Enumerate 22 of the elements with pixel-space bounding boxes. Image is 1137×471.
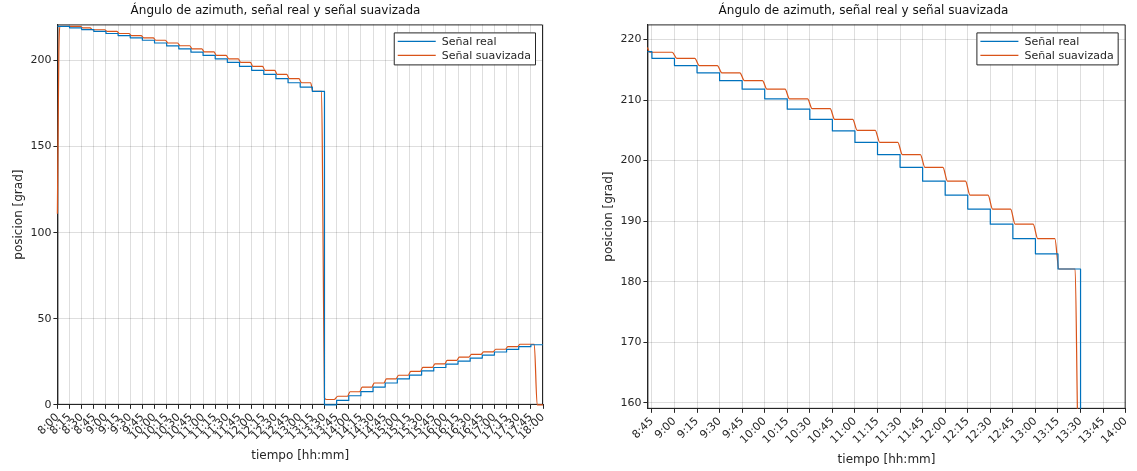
y-axis-title: posicion [grad] bbox=[11, 169, 26, 260]
y-tick-label: 200 bbox=[620, 153, 642, 167]
y-tick-label: 160 bbox=[620, 395, 642, 409]
x-axis-title: tiempo [hh:mm] bbox=[837, 451, 936, 466]
y-tick-label: 170 bbox=[620, 335, 642, 349]
y-tick-label: 190 bbox=[620, 214, 642, 228]
y-tick-label: 0 bbox=[44, 397, 52, 411]
legend-label: Señal suavizada bbox=[441, 48, 531, 62]
chart-title: Ángulo de azimuth, señal real y señal suavizada bbox=[130, 2, 421, 18]
y-tick-label: 200 bbox=[30, 53, 52, 67]
chart-title: Ángulo de azimuth, señal real y señal suavizada bbox=[718, 2, 1009, 18]
legend-label: Señal suavizada bbox=[1024, 48, 1114, 62]
y-tick-label: 50 bbox=[37, 311, 52, 325]
x-axis-title: tiempo [hh:mm] bbox=[251, 447, 350, 462]
legend-label: Señal real bbox=[1024, 34, 1080, 48]
y-tick-label: 100 bbox=[30, 225, 52, 239]
y-tick-label: 150 bbox=[30, 139, 52, 153]
y-tick-label: 180 bbox=[620, 274, 642, 288]
y-axis-title: posicion [grad] bbox=[601, 171, 616, 262]
y-tick-label: 220 bbox=[620, 32, 642, 46]
y-tick-label: 210 bbox=[620, 92, 642, 106]
legend-label: Señal real bbox=[441, 34, 497, 48]
